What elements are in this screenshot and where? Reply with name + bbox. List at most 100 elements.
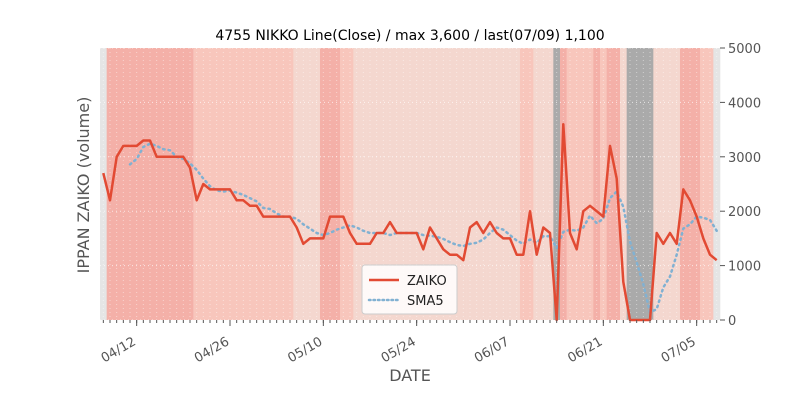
band-28 xyxy=(286,48,294,320)
band-22 xyxy=(246,48,254,320)
band-73 xyxy=(586,48,594,320)
band-13 xyxy=(186,48,194,320)
x-tick-label: 04/12 xyxy=(99,334,139,366)
legend-zaiko-label: ZAIKO xyxy=(407,274,447,289)
band-5 xyxy=(133,48,141,320)
legend: ZAIKO SMA5 xyxy=(361,264,458,315)
band-68 xyxy=(553,48,561,320)
band-14 xyxy=(193,48,201,320)
band-37 xyxy=(346,48,354,320)
band-74 xyxy=(593,48,601,320)
band-32 xyxy=(313,48,321,320)
band-53 xyxy=(453,48,461,320)
band-2 xyxy=(113,48,121,320)
band-84 xyxy=(660,48,667,320)
band-17 xyxy=(213,48,221,320)
band-55 xyxy=(466,48,474,320)
band-89 xyxy=(693,48,701,320)
grid xyxy=(100,47,720,321)
x-tick-label: 06/21 xyxy=(565,334,605,366)
band-27 xyxy=(280,48,287,320)
chart-title: 4755 NIKKO Line(Close) / max 3,600 / las… xyxy=(215,28,604,44)
band-26 xyxy=(273,48,281,320)
band-80 xyxy=(633,48,641,320)
band-78 xyxy=(620,48,627,320)
band-23 xyxy=(253,48,261,320)
band-4 xyxy=(126,48,134,320)
series-lines xyxy=(102,122,718,322)
band-61 xyxy=(506,48,514,320)
legend-box xyxy=(361,264,458,315)
band-46 xyxy=(406,48,414,320)
band-60 xyxy=(500,48,507,320)
band-52 xyxy=(446,48,454,320)
band-72 xyxy=(580,48,587,320)
band-92 xyxy=(713,48,721,320)
band-87 xyxy=(680,48,687,320)
band-7 xyxy=(146,48,154,320)
band-62 xyxy=(513,48,521,320)
band-18 xyxy=(220,48,227,320)
band-41 xyxy=(373,48,381,320)
band-65 xyxy=(533,48,541,320)
band-35 xyxy=(333,48,341,320)
band-59 xyxy=(493,48,501,320)
band-45 xyxy=(400,48,407,320)
band-67 xyxy=(546,48,554,320)
legend-sma5-label: SMA5 xyxy=(407,294,444,309)
band-71 xyxy=(573,48,581,320)
band-31 xyxy=(306,48,314,320)
y-tick-label: 4000 xyxy=(728,96,761,111)
band-57 xyxy=(480,48,487,320)
band-24 xyxy=(260,48,267,320)
band-75 xyxy=(600,48,607,320)
y-axis-label: IPPAN ZAIKO (volume) xyxy=(74,97,93,274)
band-33 xyxy=(320,48,327,320)
band-66 xyxy=(540,48,547,320)
band-56 xyxy=(473,48,481,320)
band-58 xyxy=(486,48,494,320)
band-19 xyxy=(226,48,234,320)
band-47 xyxy=(413,48,421,320)
band-83 xyxy=(653,48,661,320)
series-line-zaiko xyxy=(102,122,718,322)
band-48 xyxy=(420,48,427,320)
band-39 xyxy=(360,48,367,320)
band-10 xyxy=(166,48,174,320)
band-9 xyxy=(160,48,167,320)
band-86 xyxy=(673,48,681,320)
y-tick-label: 3000 xyxy=(728,151,761,166)
band-81 xyxy=(640,48,647,320)
band-40 xyxy=(366,48,374,320)
band-70 xyxy=(566,48,574,320)
band-16 xyxy=(206,48,214,320)
band-0 xyxy=(100,48,107,320)
y-tick-label: 1000 xyxy=(728,260,761,275)
band-82 xyxy=(646,48,654,320)
x-tick-label: 07/05 xyxy=(659,334,699,366)
band-12 xyxy=(180,48,187,320)
band-30 xyxy=(300,48,307,320)
band-6 xyxy=(140,48,147,320)
x-axis-label: DATE xyxy=(389,366,431,385)
band-34 xyxy=(326,48,334,320)
band-38 xyxy=(353,48,361,320)
band-76 xyxy=(606,48,614,320)
y-tick-label: 5000 xyxy=(728,42,761,57)
band-90 xyxy=(700,48,707,320)
x-tick-label: 05/24 xyxy=(379,334,419,366)
band-29 xyxy=(293,48,301,320)
band-79 xyxy=(626,48,634,320)
band-69 xyxy=(560,48,567,320)
band-3 xyxy=(120,48,127,320)
x-tick-label: 06/07 xyxy=(472,334,512,366)
band-88 xyxy=(686,48,694,320)
y-tick-label: 0 xyxy=(728,314,736,329)
band-63 xyxy=(520,48,527,320)
band-91 xyxy=(706,48,714,320)
band-25 xyxy=(266,48,274,320)
y-tick-label: 2000 xyxy=(728,205,761,220)
x-tick-label: 04/26 xyxy=(192,334,232,366)
band-42 xyxy=(380,48,387,320)
